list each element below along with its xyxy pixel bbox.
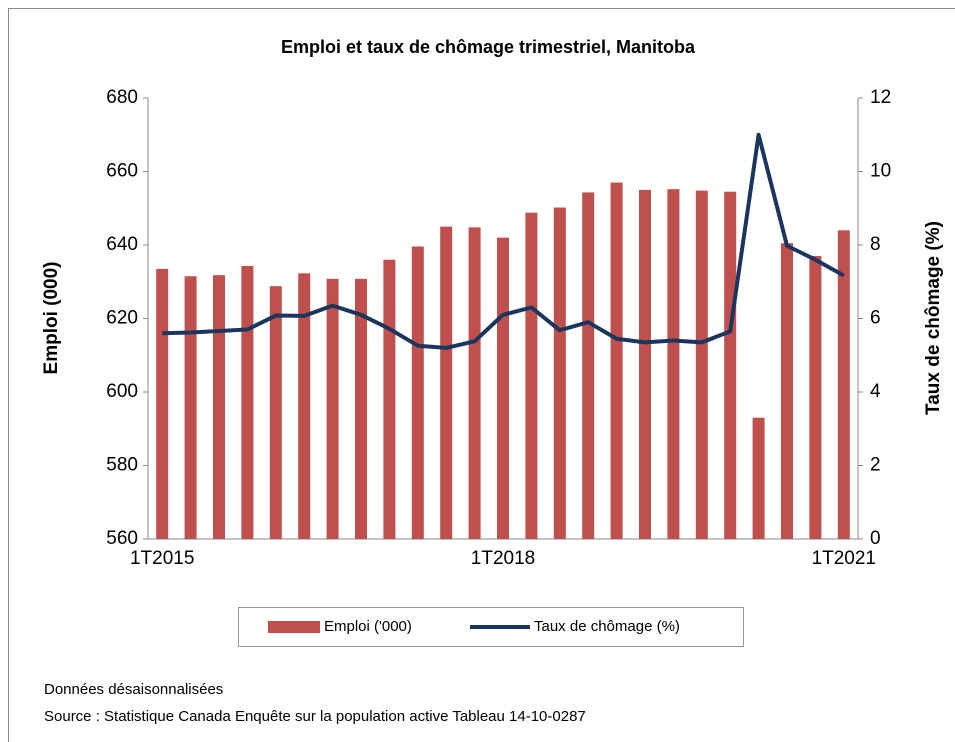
y-tick-label: 560 xyxy=(106,528,138,549)
bar xyxy=(326,278,339,539)
bar xyxy=(667,189,680,539)
y-tick-label: 600 xyxy=(106,381,138,402)
y-axis-label: Emploi (000) xyxy=(41,262,62,375)
x-tick-label: 1T2015 xyxy=(130,548,194,569)
y2-tick-label: 4 xyxy=(870,381,881,402)
y2-tick-label: 12 xyxy=(870,87,891,108)
chart-border xyxy=(8,8,955,742)
bar xyxy=(837,230,850,540)
chart-title: Emploi et taux de chômage trimestriel, M… xyxy=(281,37,696,57)
bar xyxy=(582,192,595,539)
bar xyxy=(610,182,623,539)
bar xyxy=(184,276,197,539)
y2-tick-label: 0 xyxy=(870,528,881,549)
y2-tick-label: 10 xyxy=(870,161,891,182)
y2-tick-label: 6 xyxy=(870,308,881,329)
bar xyxy=(269,286,282,539)
bar xyxy=(355,278,367,539)
y-tick-label: 640 xyxy=(106,234,138,255)
bar xyxy=(468,227,481,540)
bar xyxy=(411,246,424,539)
y-tick-label: 680 xyxy=(106,87,138,108)
y2-tick-label: 8 xyxy=(870,234,881,255)
bar xyxy=(156,268,169,539)
bar xyxy=(213,275,225,539)
legend-label: Emploi ('000) xyxy=(324,618,412,635)
bar xyxy=(525,212,538,539)
y-tick-label: 620 xyxy=(106,308,138,329)
y2-tick-label: 2 xyxy=(870,455,881,476)
bar xyxy=(383,259,396,539)
bar xyxy=(752,417,765,539)
bar xyxy=(241,265,254,539)
note: Source : Statistique Canada Enquête sur … xyxy=(44,708,586,725)
y-tick-label: 580 xyxy=(106,455,138,476)
bar xyxy=(440,226,453,539)
bar xyxy=(553,207,566,539)
bar xyxy=(497,237,509,539)
line xyxy=(162,132,845,350)
x-tick-label: 1T2021 xyxy=(812,548,876,569)
bar xyxy=(298,273,311,539)
bar xyxy=(639,189,651,539)
legend-swatch xyxy=(268,621,320,633)
bar xyxy=(781,243,793,539)
bar xyxy=(809,256,822,539)
y-tick-label: 660 xyxy=(106,161,138,182)
x-tick-label: 1T2018 xyxy=(471,548,535,569)
legend-label: Taux de chômage (%) xyxy=(534,618,680,635)
note: Données désaisonnalisées xyxy=(44,681,223,698)
bar xyxy=(695,190,708,540)
legend-box xyxy=(238,607,744,647)
y2-axis-label: Taux de chômage (%) xyxy=(923,221,944,415)
bar xyxy=(724,191,737,539)
